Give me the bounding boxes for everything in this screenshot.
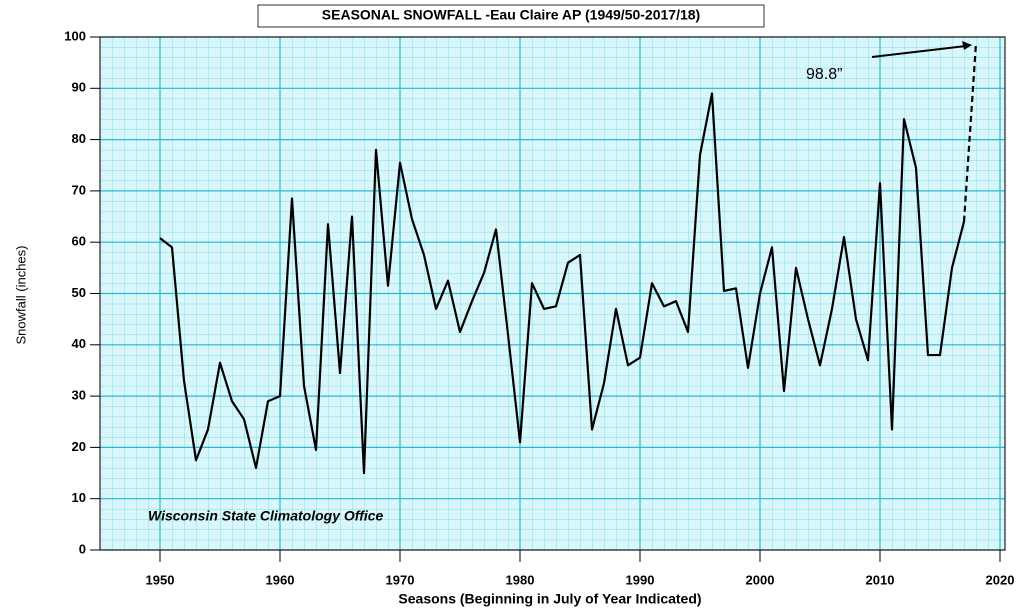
x-tick-label: 2000 <box>746 572 775 587</box>
x-tick-label: 1970 <box>386 572 415 587</box>
value-annotation: 98.8” <box>806 66 842 83</box>
y-tick-label: 40 <box>72 336 86 351</box>
y-tick-label: 50 <box>72 285 86 300</box>
y-tick-label: 20 <box>72 439 86 454</box>
x-tick-label: 1990 <box>626 572 655 587</box>
y-tick-label: 30 <box>72 388 86 403</box>
chart-title: SEASONAL SNOWFALL -Eau Claire AP (1949/5… <box>322 7 700 23</box>
x-tick-label: 1980 <box>506 572 535 587</box>
y-tick-label: 70 <box>72 182 86 197</box>
y-tick-label: 0 <box>79 541 86 556</box>
x-axis-label: Seasons (Beginning in July of Year Indic… <box>398 591 701 607</box>
x-tick-label: 1950 <box>146 572 175 587</box>
y-axis-label: Snowfall (inches) <box>13 246 28 345</box>
series-line <box>159 92 966 475</box>
annotation-arrow <box>871 45 967 58</box>
y-tick-label: 90 <box>72 80 86 95</box>
y-tick-label: 80 <box>72 131 86 146</box>
y-tick-label: 60 <box>72 234 86 249</box>
x-tick-label: 1960 <box>266 572 295 587</box>
y-tick-label: 10 <box>72 490 86 505</box>
x-tick-label: 2020 <box>986 572 1015 587</box>
arrow-head <box>962 41 972 50</box>
x-tick-label: 2010 <box>866 572 895 587</box>
title-box <box>257 4 765 28</box>
y-tick-label: 100 <box>64 28 86 43</box>
credit: Wisconsin State Climatology Office <box>148 508 384 524</box>
